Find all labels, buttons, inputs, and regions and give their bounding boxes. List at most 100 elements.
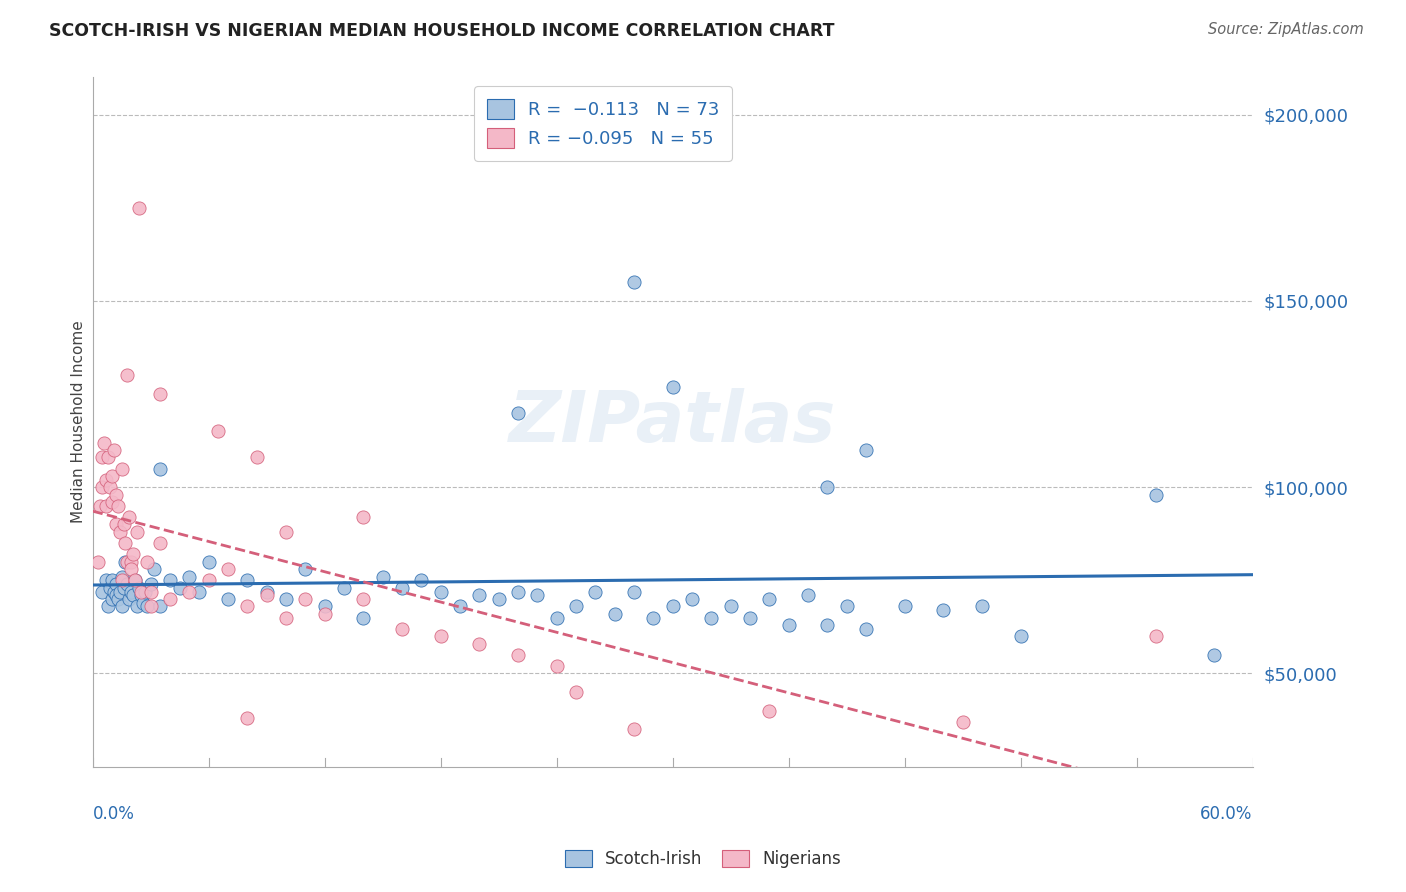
Point [815,480,838,494]
Point [96,473,118,487]
Point [101,495,124,509]
Point [197,555,219,569]
Point [135,599,157,614]
Point [720,599,742,614]
Point [124,574,146,588]
Point [93,435,115,450]
Point [391,581,413,595]
Point [135,555,157,569]
Point [526,588,548,602]
Point [333,581,356,595]
Point [391,622,413,636]
Point [294,562,316,576]
Point [274,610,297,624]
Point [132,596,155,610]
Point [120,584,142,599]
Point [91,480,114,494]
Point [149,599,172,614]
Point [429,629,451,643]
Point [103,442,125,457]
Point [623,276,645,290]
Point [98,480,121,494]
Point [661,379,683,393]
Point [256,588,278,602]
Point [117,577,139,591]
Point [118,510,141,524]
Legend: Scotch-Irish, Nigerians: Scotch-Irish, Nigerians [558,843,848,875]
Point [1144,488,1167,502]
Point [952,714,974,729]
Point [449,599,471,614]
Point [159,591,181,606]
Point [108,584,131,599]
Point [188,584,211,599]
Text: Source: ZipAtlas.com: Source: ZipAtlas.com [1208,22,1364,37]
Point [129,584,152,599]
Point [139,577,162,591]
Point [112,581,135,595]
Point [700,610,723,624]
Point [546,659,568,673]
Point [274,524,297,539]
Point [104,488,127,502]
Point [107,499,129,513]
Point [101,574,124,588]
Point [98,581,121,595]
Point [127,524,149,539]
Point [314,599,336,614]
Point [411,574,433,588]
Point [1010,629,1032,643]
Point [118,591,141,606]
Text: ZIPatlas: ZIPatlas [509,387,837,457]
Point [97,450,120,465]
Point [169,581,191,595]
Point [112,517,135,532]
Point [681,591,703,606]
Point [352,510,374,524]
Point [758,591,780,606]
Point [111,574,134,588]
Text: SCOTCH-IRISH VS NIGERIAN MEDIAN HOUSEHOLD INCOME CORRELATION CHART: SCOTCH-IRISH VS NIGERIAN MEDIAN HOUSEHOL… [49,22,835,40]
Point [217,591,239,606]
Point [1202,648,1225,662]
Point [246,450,269,465]
Point [217,562,239,576]
Point [111,599,134,614]
Point [932,603,955,617]
Point [352,591,374,606]
Point [236,599,259,614]
Point [506,584,529,599]
Text: 60.0%: 60.0% [1201,805,1253,823]
Point [129,588,152,602]
Point [139,584,162,599]
Point [738,610,761,624]
Point [87,555,110,569]
Point [104,577,127,591]
Point [122,588,145,602]
Point [117,368,139,383]
Point [565,685,588,699]
Point [114,536,136,550]
Point [159,574,181,588]
Point [149,387,172,401]
Point [179,584,201,599]
Point [89,499,111,513]
Point [96,574,118,588]
Point [108,524,131,539]
Point [758,704,780,718]
Point [91,450,114,465]
Point [893,599,915,614]
Point [179,569,201,583]
Point [565,599,588,614]
Point [120,555,142,569]
Point [120,562,142,576]
Point [124,574,146,588]
Point [91,584,114,599]
Point [1144,629,1167,643]
Point [583,584,606,599]
Point [128,581,150,595]
Point [96,499,118,513]
Point [488,591,510,606]
Point [101,591,124,606]
Point [143,562,166,576]
